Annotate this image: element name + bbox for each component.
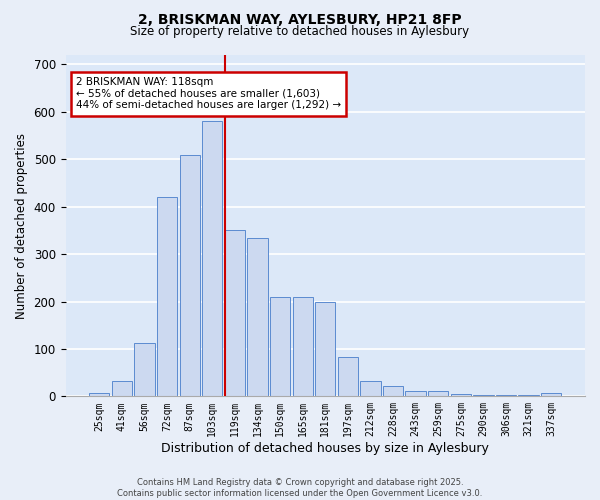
- Bar: [315, 302, 335, 396]
- Bar: [247, 238, 268, 396]
- Bar: [338, 357, 358, 397]
- Bar: [157, 197, 177, 396]
- Bar: [383, 386, 403, 396]
- Y-axis label: Number of detached properties: Number of detached properties: [15, 132, 28, 318]
- Bar: [89, 393, 109, 396]
- Text: Size of property relative to detached houses in Aylesbury: Size of property relative to detached ho…: [130, 25, 470, 38]
- Bar: [270, 297, 290, 396]
- Bar: [406, 390, 426, 396]
- Bar: [134, 343, 155, 396]
- Bar: [202, 122, 223, 396]
- Bar: [179, 154, 200, 396]
- Bar: [428, 390, 448, 396]
- Bar: [293, 297, 313, 396]
- Bar: [473, 395, 494, 396]
- X-axis label: Distribution of detached houses by size in Aylesbury: Distribution of detached houses by size …: [161, 442, 489, 455]
- Text: 2 BRISKMAN WAY: 118sqm
← 55% of detached houses are smaller (1,603)
44% of semi-: 2 BRISKMAN WAY: 118sqm ← 55% of detached…: [76, 77, 341, 110]
- Bar: [360, 380, 380, 396]
- Bar: [451, 394, 471, 396]
- Text: Contains HM Land Registry data © Crown copyright and database right 2025.
Contai: Contains HM Land Registry data © Crown c…: [118, 478, 482, 498]
- Text: 2, BRISKMAN WAY, AYLESBURY, HP21 8FP: 2, BRISKMAN WAY, AYLESBURY, HP21 8FP: [138, 12, 462, 26]
- Bar: [225, 230, 245, 396]
- Title: 2, BRISKMAN WAY, AYLESBURY, HP21 8FP
Size of property relative to detached house: 2, BRISKMAN WAY, AYLESBURY, HP21 8FP Siz…: [0, 499, 1, 500]
- Bar: [112, 381, 132, 396]
- Bar: [541, 393, 562, 396]
